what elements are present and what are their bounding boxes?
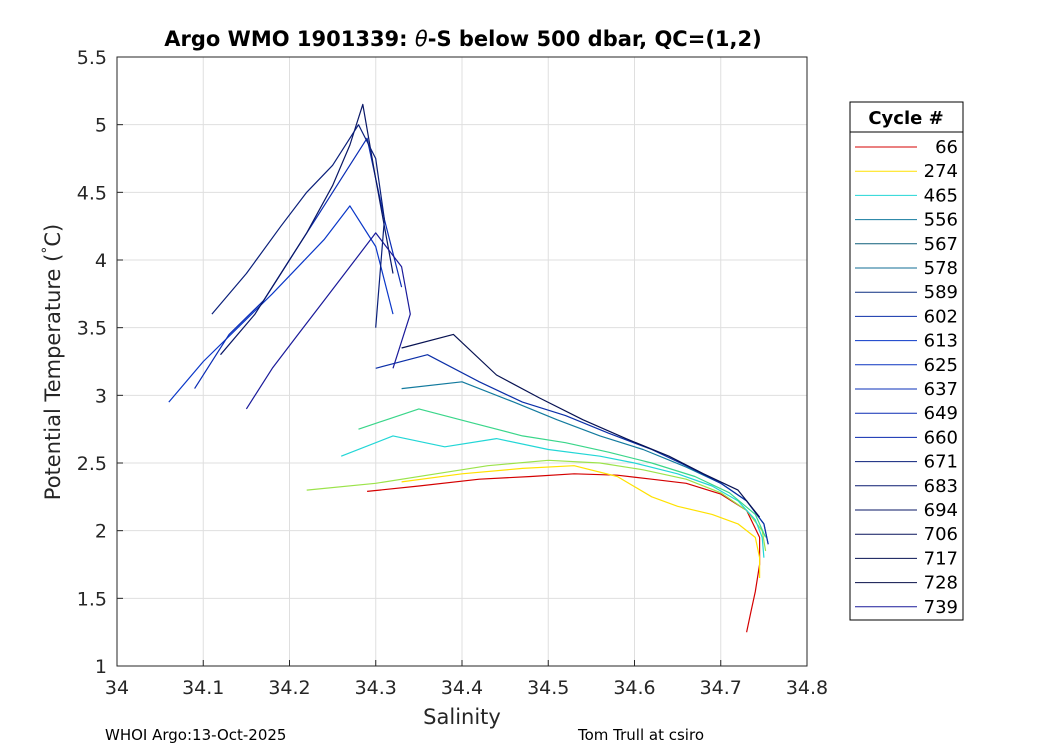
y-tick-label: 3 xyxy=(95,385,107,407)
legend-label-567: 567 xyxy=(924,234,958,255)
legend-label-66: 66 xyxy=(935,137,958,158)
y-tick-label: 4 xyxy=(95,250,107,272)
legend: Cycle # 66 274 465 556 567 578 589 602 613 625 637… xyxy=(849,101,964,621)
legend-label-683: 683 xyxy=(924,476,958,497)
footer-left-text: WHOI Argo:13-Oct-2025 xyxy=(105,726,286,744)
legend-label-637: 637 xyxy=(924,379,958,400)
legend-label-556: 556 xyxy=(924,210,958,231)
y-axis-label: Potential Temperature (°C) xyxy=(40,224,65,500)
y-tick-label: 2 xyxy=(95,521,107,543)
y-tick-label: 3.5 xyxy=(77,318,107,340)
legend-label-660: 660 xyxy=(924,427,958,448)
x-tick-label: 34.1 xyxy=(182,677,224,699)
series-line-9 xyxy=(194,137,403,389)
legend-label-274: 274 xyxy=(924,161,958,182)
legend-entries: 66 274 465 556 567 578 589 602 613 625 637 649 660 67… xyxy=(855,137,958,618)
x-tick-label: 34.8 xyxy=(786,677,828,699)
y-tick-label: 1 xyxy=(95,656,107,678)
x-axis-label: Salinity xyxy=(423,705,501,729)
legend-label-578: 578 xyxy=(924,258,958,279)
y-tick-label: 5 xyxy=(95,115,107,137)
x-tick-label: 34.4 xyxy=(441,677,483,699)
legend-label-625: 625 xyxy=(924,355,958,376)
plot-area xyxy=(168,103,769,633)
x-tick-label: 34.7 xyxy=(700,677,742,699)
legend-label-465: 465 xyxy=(924,185,958,206)
series-line-4 xyxy=(358,408,767,538)
x-tick-label: 34 xyxy=(105,677,129,699)
legend-label-717: 717 xyxy=(924,548,958,569)
legend-label-739: 739 xyxy=(924,597,958,618)
legend-label-728: 728 xyxy=(924,573,958,594)
legend-box xyxy=(849,101,964,621)
legend-title: Cycle # xyxy=(868,108,943,129)
series-line-1 xyxy=(401,465,761,578)
series-line-7 xyxy=(401,333,761,518)
legend-label-706: 706 xyxy=(924,524,958,545)
x-tick-label: 34.2 xyxy=(268,677,310,699)
legend-label-671: 671 xyxy=(924,452,958,473)
series-line-8 xyxy=(168,205,394,403)
chart-title: Argo WMO 1901339: θ-S below 500 dbar, QC… xyxy=(164,27,761,51)
x-tick-label: 34.5 xyxy=(527,677,569,699)
series-line-11 xyxy=(245,232,411,410)
x-tick-label: 34.3 xyxy=(355,677,397,699)
legend-label-649: 649 xyxy=(924,403,958,424)
legend-label-602: 602 xyxy=(924,306,958,327)
y-tick-label: 4.5 xyxy=(77,182,107,204)
series-line-0 xyxy=(367,473,761,633)
series-line-12 xyxy=(211,124,385,328)
legend-label-589: 589 xyxy=(924,282,958,303)
series-line-6 xyxy=(375,354,769,545)
series-line-3 xyxy=(340,435,765,558)
legend-label-694: 694 xyxy=(924,500,958,521)
y-tick-label: 2.5 xyxy=(77,453,107,475)
y-tick-label: 1.5 xyxy=(77,588,107,610)
x-tick-label: 34.6 xyxy=(613,677,655,699)
y-axis-ticks: 1 1.5 2 2.5 3 3.5 4 4.5 5 5.5 xyxy=(77,47,123,678)
series-line-10 xyxy=(220,103,394,356)
y-tick-label: 5.5 xyxy=(77,47,107,69)
x-axis-ticks: 34 34.1 34.2 34.3 34.4 34.5 34.6 34.7 34.8 xyxy=(105,660,828,699)
grid-lines xyxy=(116,56,808,667)
footer-right-text: Tom Trull at csiro xyxy=(577,726,704,744)
legend-label-613: 613 xyxy=(924,331,958,352)
